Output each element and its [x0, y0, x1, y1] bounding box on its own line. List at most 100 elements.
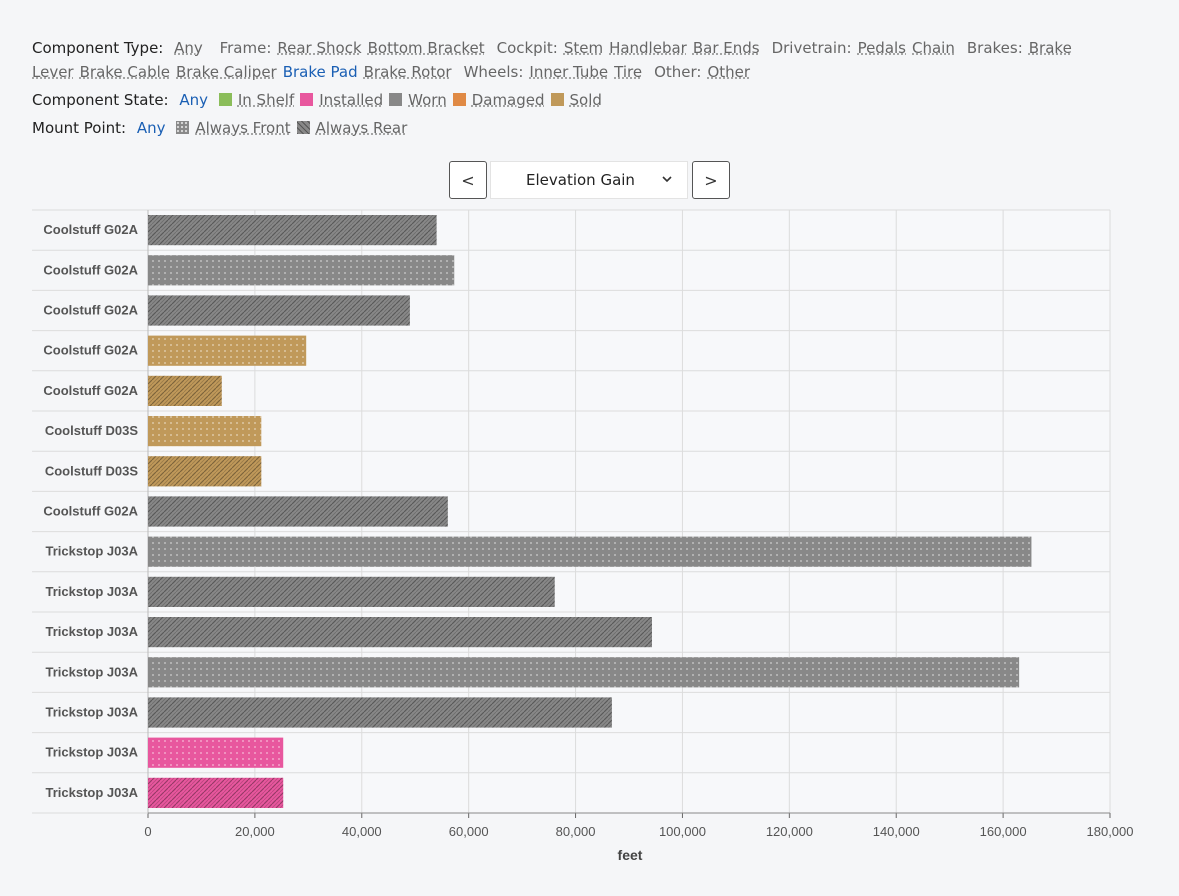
x-tick-label: 180,000: [1087, 824, 1134, 839]
state-option-label: Installed: [319, 91, 384, 109]
bar-pattern: [148, 295, 410, 326]
x-tick-label: 160,000: [980, 824, 1027, 839]
filter-group-label: Brakes:: [966, 39, 1023, 57]
category-label: Coolstuff G02A: [43, 343, 138, 358]
component-type-option[interactable]: Brake Pad: [282, 63, 358, 81]
filter-group-label: Cockpit:: [496, 39, 558, 57]
prev-metric-button[interactable]: <: [449, 161, 487, 199]
component-type-option[interactable]: Chain: [912, 39, 955, 57]
mount-point-any[interactable]: Any: [136, 119, 166, 137]
state-option[interactable]: Damaged: [452, 91, 545, 109]
x-tick-label: 0: [144, 824, 151, 839]
metric-navigator: < Elevation Gain >: [449, 161, 730, 199]
x-tick-label: 20,000: [235, 824, 275, 839]
component-type-option[interactable]: Other: [707, 63, 751, 81]
state-option-label: Damaged: [471, 91, 545, 109]
bar-pattern: [148, 496, 448, 527]
state-option-label: In Shelf: [237, 91, 295, 109]
component-type-option[interactable]: Brake Rotor: [363, 63, 452, 81]
category-label: Trickstop J03A: [46, 785, 139, 800]
bar-pattern: [148, 375, 222, 406]
mount-option[interactable]: Always Front: [176, 119, 291, 137]
component-type-any[interactable]: Any: [174, 39, 203, 57]
filter-group-label: Drivetrain:: [771, 39, 852, 57]
state-color-swatch: [550, 93, 564, 106]
state-color-swatch: [389, 93, 403, 106]
state-option-label: Sold: [569, 91, 602, 109]
bar-pattern: [148, 617, 652, 648]
component-state-any[interactable]: Any: [179, 91, 209, 109]
component-type-option[interactable]: Brake Cable: [79, 63, 170, 81]
filter-group-label: Wheels:: [463, 63, 524, 81]
chevron-down-icon: [662, 176, 672, 183]
bar-pattern: [148, 456, 262, 487]
bar-pattern: [148, 416, 262, 447]
component-type-option[interactable]: Handlebar: [609, 39, 687, 57]
state-option[interactable]: Installed: [300, 91, 383, 109]
component-state-filter: Component State: Any In Shelf Installed Wo…: [32, 88, 1142, 112]
category-label: Coolstuff D03S: [45, 423, 139, 438]
component-type-option[interactable]: Stem: [563, 39, 604, 57]
category-label: Coolstuff D03S: [45, 463, 139, 478]
bar-pattern: [148, 335, 307, 366]
category-label: Trickstop J03A: [46, 745, 139, 760]
category-label: Coolstuff G02A: [43, 383, 138, 398]
component-type-option[interactable]: Inner Tube: [529, 63, 609, 81]
category-label: Coolstuff G02A: [43, 222, 138, 237]
state-color-swatch: [218, 93, 232, 106]
x-tick-label: 80,000: [556, 824, 596, 839]
x-tick-label: 120,000: [766, 824, 813, 839]
state-option[interactable]: In Shelf: [218, 91, 295, 109]
category-label: Coolstuff G02A: [43, 262, 138, 277]
x-axis-title: feet: [618, 847, 643, 863]
state-option[interactable]: Sold: [550, 91, 602, 109]
category-label: Trickstop J03A: [46, 584, 139, 599]
metric-select-value: Elevation Gain: [526, 171, 635, 189]
state-color-swatch: [300, 93, 314, 106]
filter-group-label: Frame:: [219, 39, 272, 57]
bar-pattern: [148, 255, 455, 286]
component-type-option[interactable]: Rear Shock: [277, 39, 362, 57]
bar-pattern: [148, 576, 555, 607]
category-label: Trickstop J03A: [46, 705, 139, 720]
mount-option-label: Always Front: [195, 119, 291, 137]
metric-select[interactable]: Elevation Gain: [490, 161, 688, 199]
bar-pattern: [148, 536, 1032, 567]
bar-pattern: [148, 697, 612, 728]
component-state-label: Component State:: [32, 91, 169, 109]
component-type-option[interactable]: Brake Caliper: [176, 63, 277, 81]
diagonal-pattern-icon: [296, 121, 310, 134]
component-type-option[interactable]: Pedals: [857, 39, 906, 57]
state-option[interactable]: Worn: [389, 91, 447, 109]
mount-option[interactable]: Always Rear: [296, 119, 408, 137]
filter-group-label: Other:: [654, 63, 702, 81]
x-tick-label: 40,000: [342, 824, 382, 839]
bar-pattern: [148, 215, 437, 246]
mount-point-filter: Mount Point: Any Always Front Always Rear: [32, 116, 1142, 140]
x-tick-label: 140,000: [873, 824, 920, 839]
category-label: Coolstuff G02A: [43, 504, 138, 519]
category-label: Coolstuff G02A: [43, 303, 138, 318]
next-metric-button[interactable]: >: [692, 161, 730, 199]
component-type-option[interactable]: Brake Lever: [32, 39, 1072, 81]
mount-option-label: Always Rear: [315, 119, 408, 137]
x-tick-label: 60,000: [449, 824, 489, 839]
filter-panel: Component Type: Any Frame: Rear Shock Bott…: [32, 36, 1142, 144]
category-label: Trickstop J03A: [46, 624, 139, 639]
dots-pattern-icon: [176, 121, 190, 134]
category-label: Trickstop J03A: [46, 664, 139, 679]
category-label: Trickstop J03A: [46, 544, 139, 559]
x-tick-label: 100,000: [659, 824, 706, 839]
component-type-option[interactable]: Bar Ends: [692, 39, 760, 57]
mount-point-label: Mount Point:: [32, 119, 127, 137]
component-type-label: Component Type:: [32, 39, 164, 57]
state-option-label: Worn: [408, 91, 447, 109]
component-type-filter: Component Type: Any Frame: Rear Shock Bott…: [32, 36, 1142, 84]
bar-pattern: [148, 657, 1020, 688]
component-type-option[interactable]: Tire: [614, 63, 643, 81]
bar-pattern: [148, 737, 284, 768]
bar-pattern: [148, 777, 284, 808]
state-color-swatch: [452, 93, 466, 106]
component-type-option[interactable]: Bottom Bracket: [367, 39, 485, 57]
